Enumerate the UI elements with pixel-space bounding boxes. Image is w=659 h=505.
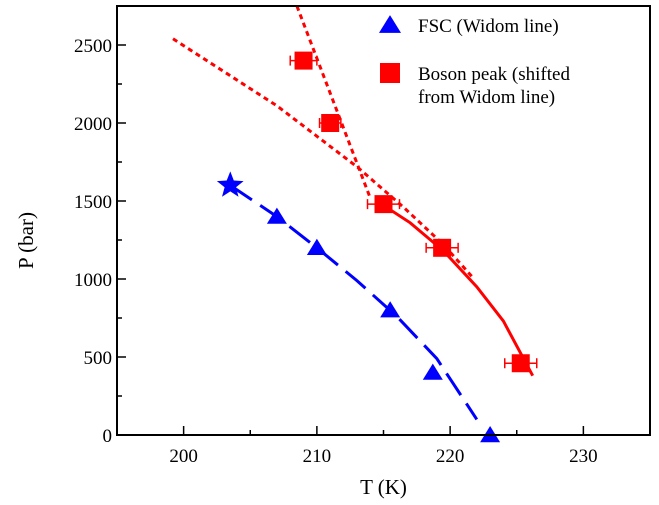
boson-solid-fit-line — [375, 199, 535, 377]
boson-dotted-shallow-fit-line — [172, 37, 476, 280]
y-axis-label: P (bar) — [14, 212, 38, 269]
boson-square-point — [433, 238, 452, 257]
y-tick-label: 0 — [103, 426, 113, 447]
legend-square-marker — [380, 63, 400, 83]
boson-dotted-steep-fit-line — [295, 5, 372, 199]
boson-square-point — [294, 51, 313, 70]
x-tick-label: 200 — [169, 446, 198, 467]
x-axis-label: T (K) — [360, 475, 407, 499]
fsc-triangle-point — [422, 363, 443, 380]
legend: FSC (Widom line) Boson peak (shiftedfrom … — [379, 15, 570, 108]
fsc-triangle-point — [306, 238, 327, 255]
x-tick-label: 220 — [436, 446, 465, 467]
y-tick-label: 2500 — [74, 36, 112, 57]
boson-square-point — [374, 195, 393, 214]
data-marks-layer — [216, 51, 538, 443]
y-tick-label: 1500 — [74, 192, 112, 213]
boson-square-point — [511, 354, 530, 373]
x-tick-label: 210 — [303, 446, 332, 467]
legend-label: Boson peak (shifted — [418, 64, 570, 85]
x-tick-label: 230 — [569, 446, 598, 467]
boson-square-point — [321, 114, 340, 132]
legend-label: FSC (Widom line) — [418, 16, 559, 37]
fsc-triangle-point — [380, 301, 401, 318]
axes-layer: 200 210 220 230 0 500 1000 1500 2000 2500 — [74, 5, 651, 467]
legend-triangle-marker — [379, 15, 401, 33]
fsc-dashed-fit-line — [229, 184, 479, 421]
y-tick-label: 2000 — [74, 114, 112, 135]
fsc-triangle-point — [266, 207, 287, 224]
fsc-star-point — [216, 171, 244, 197]
legend-label: from Widom line) — [418, 87, 555, 108]
y-tick-label: 500 — [84, 348, 113, 369]
y-tick-label: 1000 — [74, 270, 112, 291]
